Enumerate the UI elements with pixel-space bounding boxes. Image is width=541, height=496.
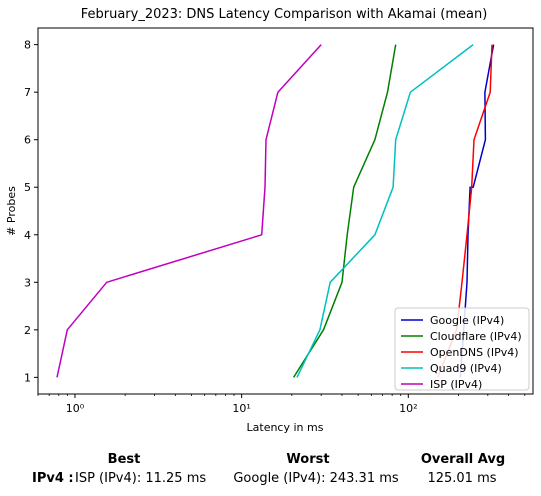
series-line-quad9-ipv4 [296, 44, 474, 378]
series-line-isp-ipv4 [56, 44, 322, 378]
summary-avg-value: 125.01 ms [427, 471, 497, 486]
legend: Google (IPv4) Cloudflare (IPv4) OpenDNS (I… [394, 307, 530, 391]
y-tick-label: 7 [24, 86, 31, 99]
y-tick-label: 4 [24, 229, 31, 242]
latency-chart: February_2023: DNS Latency Comparison wi… [5, 7, 534, 434]
summary-header-worst: Worst [286, 452, 330, 467]
y-axis-label: # Probes [5, 186, 18, 236]
summary-header-best: Best [107, 452, 141, 467]
legend-label: Quad9 (IPv4) [430, 362, 502, 375]
legend-label: Google (IPv4) [430, 314, 504, 327]
chart-title: February_2023: DNS Latency Comparison wi… [81, 7, 488, 22]
y-tick-label: 8 [24, 39, 31, 52]
legend-label: ISP (IPv4) [430, 378, 482, 391]
y-tick-label: 6 [24, 134, 31, 147]
series-layer [56, 44, 495, 378]
summary-worst-value: Google (IPv4): 243.31 ms [233, 471, 399, 486]
legend-label: Cloudflare (IPv4) [430, 330, 522, 343]
x-tick-label: 10⁰ [66, 402, 85, 415]
y-tick-label: 1 [24, 371, 31, 384]
summary-row-label: IPv4 : [32, 471, 74, 486]
y-tick-label: 3 [24, 276, 31, 289]
y-tick-label: 2 [24, 324, 31, 337]
axis-layer: 1 2 3 4 5 6 7 8 10⁰ 10¹ 10² [24, 39, 526, 415]
y-tick-label: 5 [24, 181, 31, 194]
series-line-cloudflare-ipv4 [292, 44, 397, 378]
plot-frame [37, 27, 534, 395]
legend-box [394, 307, 530, 391]
x-tick-label: 10² [399, 402, 417, 415]
legend-label: OpenDNS (IPv4) [430, 346, 519, 359]
x-axis-label: Latency in ms [247, 421, 324, 434]
summary-header-avg: Overall Avg [420, 452, 506, 467]
x-tick-label: 10¹ [232, 402, 250, 415]
summary-best-value: ISP (IPv4): 11.25 ms [75, 471, 207, 486]
